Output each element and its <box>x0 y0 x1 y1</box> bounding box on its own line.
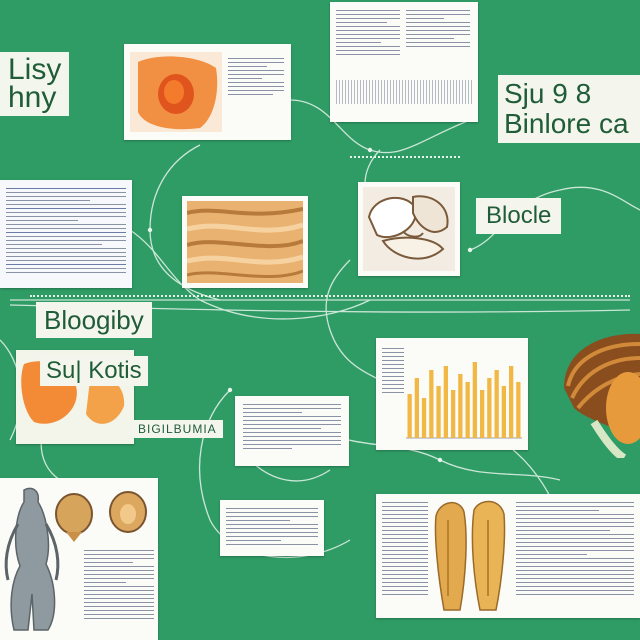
anatomy-organ-right-image <box>109 491 147 533</box>
card-wood-grain <box>182 196 308 288</box>
bar-chart-bar <box>480 390 485 438</box>
golden-figures-image <box>434 500 506 611</box>
label-top-right-line2: Binlore ca <box>504 108 629 139</box>
wood-grain-image <box>187 201 303 283</box>
label-top-right: Sju 9 8 Binlore ca <box>498 75 640 143</box>
bar-chart-bar <box>451 390 456 438</box>
bar-chart-bar <box>501 386 506 438</box>
orange-specimen-text <box>228 58 284 98</box>
bottom-right-document-text-left <box>382 502 428 598</box>
bar-chart-bar <box>472 362 477 438</box>
bar-chart-bar <box>443 366 448 438</box>
label-left-sub-text: Su| Kotis <box>46 357 142 384</box>
bar-chart-bar <box>494 370 499 438</box>
bar-chart-bar <box>414 378 419 438</box>
bar-chart-bar <box>516 382 521 438</box>
card-bottom-right-document <box>376 494 640 618</box>
bar-chart-bar <box>407 394 412 438</box>
card-orange-specimen <box>124 44 291 140</box>
label-top-left: Lisy hny <box>0 52 70 116</box>
bar-chart-bar <box>458 374 463 438</box>
label-left-caption-text: BIGILBUMIA <box>138 422 217 436</box>
anatomy-figure-image <box>4 487 60 631</box>
label-top-right-line1: Sju 9 8 <box>504 78 592 109</box>
orange-specimen-image <box>130 52 222 132</box>
bar-chart-bar <box>465 382 470 438</box>
caption-strip-middle <box>30 295 630 303</box>
card-bottom-center-document <box>220 500 324 556</box>
bar-chart <box>406 362 522 439</box>
bar-chart-bar <box>509 366 514 438</box>
card-anatomy <box>0 478 158 640</box>
label-left-sub: Su| Kotis <box>40 356 148 386</box>
bar-chart-bar <box>436 386 441 438</box>
center-document-text <box>243 404 341 452</box>
top-document-text-left <box>336 10 400 58</box>
bar-chart-bar <box>421 398 427 438</box>
top-document-hatching <box>336 80 472 104</box>
label-left-title: Bloogiby <box>36 302 152 338</box>
label-left-title-text: Bloogiby <box>44 305 144 335</box>
anatomy-organ-left-image <box>55 493 93 542</box>
bar-chart-side-text <box>382 348 404 396</box>
label-middle-right-text: Blocle <box>486 202 552 229</box>
card-center-document <box>235 396 349 466</box>
card-cell-sketch <box>358 182 460 276</box>
label-middle-right: Blocle <box>476 198 562 234</box>
shell-illustration <box>564 333 640 458</box>
top-document-text-right <box>406 10 470 50</box>
card-bar-chart <box>376 338 528 450</box>
label-top-left-line1: Lisy <box>8 53 62 86</box>
card-top-document <box>330 2 478 122</box>
anatomy-text <box>84 550 154 622</box>
card-left-document <box>0 180 132 288</box>
bar-chart-bar <box>429 370 434 438</box>
caption-strip-top <box>350 156 460 166</box>
bar-chart-bar <box>487 378 492 438</box>
bottom-center-document-text <box>226 508 318 548</box>
bottom-right-document-text-right <box>516 502 634 598</box>
cell-sketch-image <box>363 187 455 271</box>
label-left-caption: BIGILBUMIA <box>132 420 223 438</box>
left-document-text <box>6 188 126 276</box>
label-top-left-line2: hny <box>8 81 57 114</box>
